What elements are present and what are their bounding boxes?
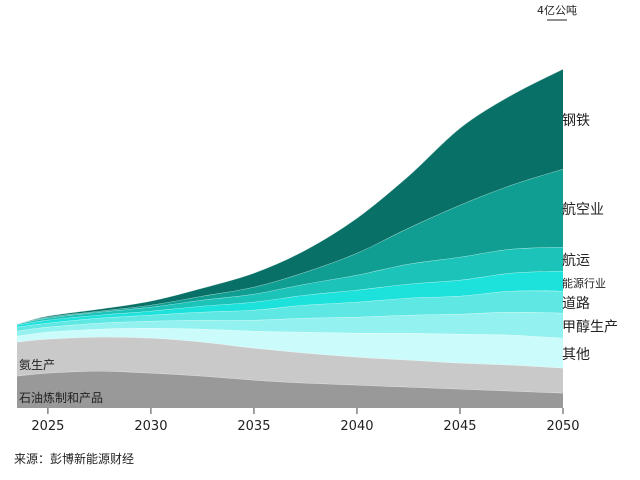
series-label-5: 能源行业 [562,276,606,290]
x-axis-ticks: 2025 2030 2035 2040 2045 2050 [31,408,580,434]
source-note: 来源：彭博新能源财经 [14,452,135,466]
area-2 [17,328,563,368]
x-tick-label-1: 2030 [134,419,167,434]
unit-label: 4亿公吨 [537,4,577,17]
area-layers [16,68,564,408]
series-label-3: 甲醇生产 [562,319,618,336]
area-7 [17,169,563,324]
area-0 [17,371,563,408]
area-edge-8 [16,68,564,325]
x-tick-label-2: 2035 [237,419,270,434]
x-tick-label-4: 2045 [443,419,476,434]
series-label-0: 石油炼制和产品 [19,390,103,405]
series-label-4: 道路 [562,296,590,312]
x-tick-label-3: 2040 [340,419,373,434]
x-tick-label-5: 2050 [546,419,579,434]
area-3 [17,311,563,338]
series-label-8: 钢铁 [562,113,590,129]
area-4 [17,290,563,331]
series-label-2: 其他 [562,347,590,363]
area-8 [17,69,563,324]
series-label-6: 航运 [562,253,590,269]
series-label-1: 氨生产 [19,358,55,372]
area-5 [17,271,563,327]
series-label-7: 航空业 [562,202,604,218]
x-tick-label-0: 2025 [31,419,64,434]
area-6 [17,247,563,325]
area-1 [17,336,563,393]
